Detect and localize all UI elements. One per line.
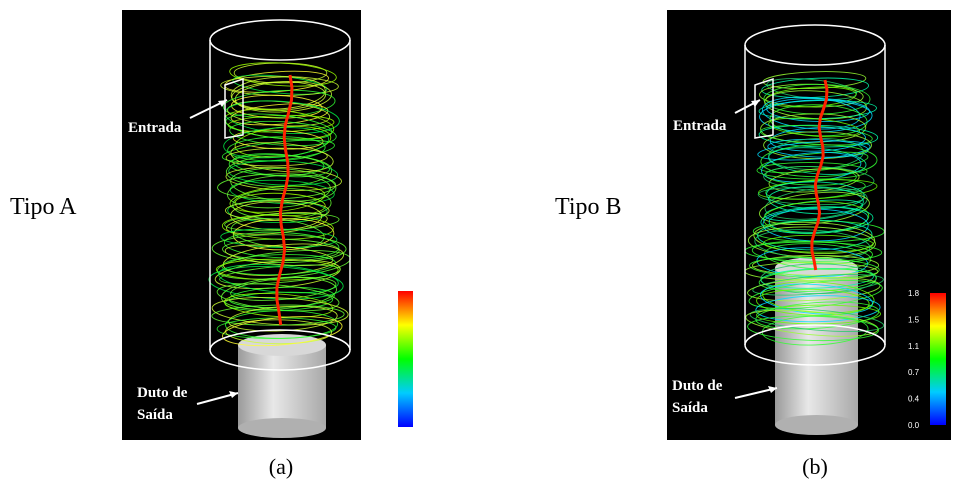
color-bar-tick: 0.4 xyxy=(908,395,920,404)
color-bar-tick: 0.3 xyxy=(376,396,388,405)
panel-label: Tipo B xyxy=(555,194,622,220)
inlet-label: Entrada xyxy=(128,120,182,136)
color-bar xyxy=(398,291,413,427)
color-bar-tick: 0.0 xyxy=(908,421,920,430)
outlet-bottom xyxy=(238,418,326,438)
color-bar-tick: 1.1 xyxy=(908,342,920,351)
panel-caption: (a) xyxy=(269,454,293,479)
color-bar-tick: 1.4 xyxy=(376,314,388,323)
outlet-label: Duto de xyxy=(137,385,188,401)
figure: Tipo A (a) Entrada Duto de Saída 0.0 0.3 0.7 1.0… xyxy=(0,0,969,485)
outlet-label: Duto de xyxy=(672,378,723,394)
color-bar-tick: 0.7 xyxy=(908,368,920,377)
outlet-label: Saída xyxy=(137,407,173,423)
color-bar-tick: 0.7 xyxy=(376,369,388,378)
color-bar-tick: 0.0 xyxy=(376,423,388,432)
panel-label: Tipo A xyxy=(10,194,77,220)
outlet-duct xyxy=(238,345,326,428)
inlet-label: Entrada xyxy=(673,118,727,134)
panel-caption: (b) xyxy=(802,454,828,479)
color-bar-tick: 1.8 xyxy=(908,289,920,298)
outlet-label: Saída xyxy=(672,400,708,416)
outlet-bottom xyxy=(775,415,858,435)
color-bar xyxy=(930,293,946,425)
color-bar-tick: 1.0 xyxy=(376,341,388,350)
color-bar-tick: 1.7 xyxy=(376,287,388,296)
color-bar-tick: 1.5 xyxy=(908,315,920,324)
